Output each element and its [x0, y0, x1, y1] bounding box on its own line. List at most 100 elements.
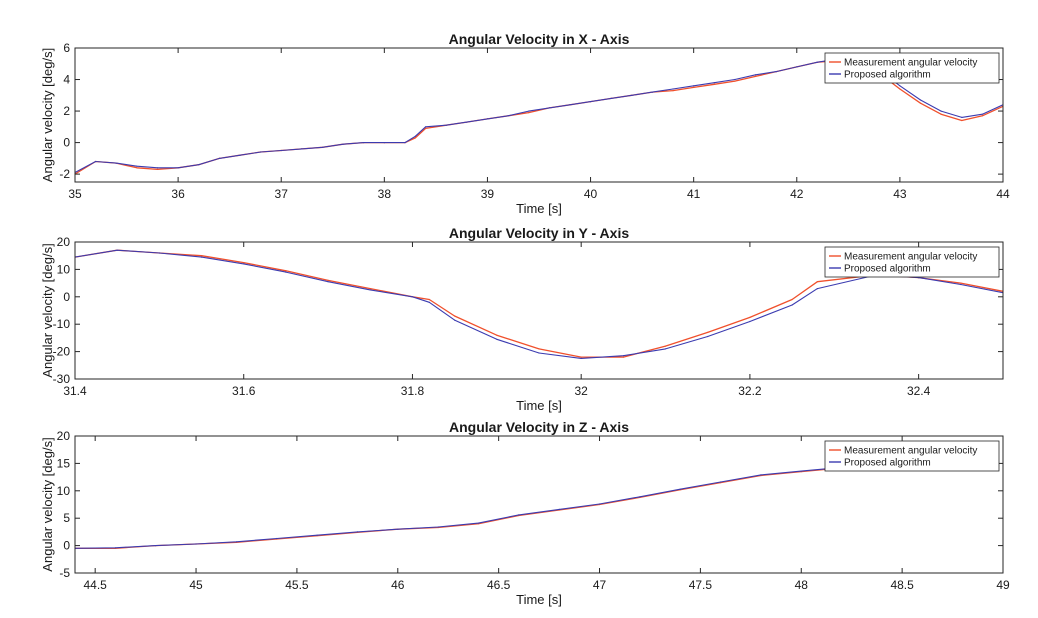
x-tick-label: 37: [275, 187, 289, 201]
data-point: [383, 142, 385, 144]
data-point: [707, 335, 709, 338]
data-point: [156, 167, 159, 169]
data-point: [486, 118, 488, 120]
x-tick-label: 44: [996, 187, 1010, 201]
data-point: [622, 355, 625, 357]
legend-entry: Proposed algorithm: [844, 458, 931, 469]
y-tick-label: 20: [57, 235, 71, 249]
data-point: [961, 119, 963, 122]
x-tick-label: 42: [790, 187, 804, 201]
data-point: [693, 85, 695, 87]
y-tick-label: -10: [53, 317, 71, 331]
data-point: [734, 80, 736, 82]
x-tick-label: 35: [68, 187, 82, 201]
data-point: [466, 121, 468, 123]
data-point: [796, 66, 798, 68]
data-point: [496, 334, 498, 336]
data-point: [356, 531, 358, 533]
series-line-proposed: [75, 249, 1003, 359]
data-point: [631, 94, 633, 96]
y-tick-label: 10: [57, 262, 71, 276]
data-point: [235, 541, 237, 543]
y-tick-label: -2: [59, 167, 70, 181]
data-point: [940, 110, 942, 112]
data-point: [195, 543, 197, 545]
data-point: [622, 356, 625, 358]
data-point: [397, 528, 399, 530]
y-tick-label: 5: [63, 511, 70, 525]
data-point: [158, 252, 160, 254]
series-line-proposed: [75, 467, 832, 549]
x-tick-label: 45: [189, 578, 203, 592]
data-point: [425, 126, 427, 128]
y-tick-label: 4: [63, 73, 70, 87]
data-point: [155, 545, 157, 547]
data-point: [285, 271, 287, 273]
axes-box: [74, 47, 1004, 183]
chart-panel-3: 44.5 45 45.5 46 46.5 47 47.5 48 48.5 49 -5 0 5 10 15 20…: [40, 419, 1010, 607]
legend-box: [824, 246, 1000, 278]
x-tick-label: 32: [575, 384, 589, 398]
x-tick-label: 36: [171, 187, 185, 201]
chart-panel-2: 31.4 31.6 31.8 32 32.2 32.4-30-20-1001020Angu…: [40, 225, 1004, 413]
data-point: [156, 168, 159, 170]
data-point: [569, 104, 571, 106]
axes-box: [74, 435, 1004, 574]
data-point: [590, 101, 592, 103]
data-point: [428, 301, 430, 303]
data-point: [136, 165, 138, 167]
data-point: [496, 338, 498, 340]
legend-entry: Proposed algorithm: [844, 70, 931, 81]
data-point: [693, 86, 695, 88]
data-point: [749, 320, 751, 323]
data-point: [580, 357, 582, 359]
data-point: [754, 74, 757, 76]
data-point: [598, 503, 601, 505]
data-point: [960, 282, 962, 284]
axes-box: [74, 241, 1004, 380]
data-point: [95, 160, 97, 163]
data-point: [679, 488, 681, 490]
data-point: [940, 113, 942, 115]
data-point: [639, 496, 641, 498]
data-point: [454, 319, 456, 321]
data-point: [342, 143, 344, 145]
data-point: [816, 288, 819, 290]
data-point: [816, 281, 819, 283]
data-point: [800, 470, 802, 472]
data-point: [760, 474, 762, 476]
data-point: [548, 107, 550, 109]
legend-entry: Measurement angular velocity: [844, 58, 977, 69]
x-tick-label: 45.5: [285, 578, 309, 592]
data-point: [363, 142, 365, 144]
data-point: [327, 281, 329, 283]
data-point: [411, 296, 414, 298]
data-point: [327, 279, 329, 281]
data-point: [720, 481, 722, 483]
x-tick-label: 38: [378, 187, 392, 201]
data-point: [507, 115, 509, 117]
y-tick-label: 6: [63, 41, 70, 55]
data-point: [791, 304, 793, 306]
data-point: [276, 537, 278, 540]
x-axis-label: Time [s]: [516, 201, 562, 216]
data-point: [280, 149, 282, 152]
data-point: [791, 298, 793, 301]
data-point: [734, 78, 736, 81]
data-point: [243, 262, 245, 264]
data-point: [437, 526, 439, 528]
data-point: [116, 249, 118, 251]
data-point: [713, 83, 715, 85]
y-tick-label: 2: [63, 104, 70, 118]
data-point: [200, 256, 203, 258]
data-point: [198, 164, 200, 166]
legend-box: [824, 440, 1000, 472]
data-point: [200, 255, 203, 257]
data-point: [136, 167, 138, 169]
data-point: [285, 270, 287, 272]
data-point: [454, 315, 456, 317]
data-point: [899, 88, 901, 90]
